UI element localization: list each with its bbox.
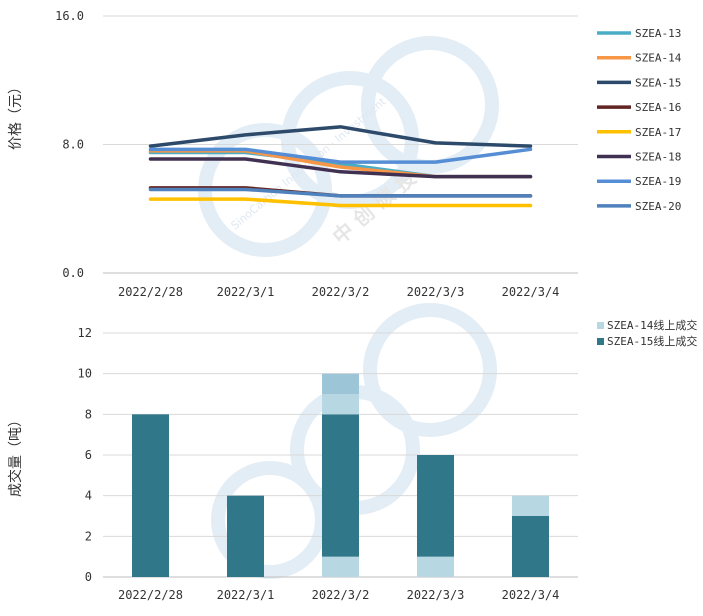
- price-line-chart: 16.0 8.0 0.0 2022/2/28 2022/3/1 2022/3/2 2022/…: [8, 9, 682, 299]
- legend-swatch-szea-14-online: [597, 322, 604, 329]
- volume-y-axis-title: 成交量（吨）: [7, 413, 24, 497]
- volume-y-tick-label: 8: [85, 407, 92, 421]
- bar-segment-szea-14: [322, 394, 359, 415]
- price-x-tick-label: 2022/3/3: [407, 285, 465, 299]
- volume-y-tick-label: 2: [85, 529, 92, 543]
- bar-segment-szea-14: [322, 556, 359, 577]
- series-line-szea-15: [148, 125, 533, 148]
- bar-segment-szea-15: [417, 455, 454, 557]
- volume-y-tick-label: 12: [78, 326, 92, 340]
- series-line-szea-18: [148, 157, 533, 179]
- price-x-tick-label: 2022/3/2: [312, 285, 370, 299]
- watermark-ring-right-top: [361, 36, 499, 174]
- legend-label-szea-16: SZEA-16: [635, 101, 681, 114]
- volume-bar-chart: 12 10 8 6 4 2 0 2022/2/28 2022/3/1 2022/3/2 2022/3…: [7, 318, 697, 602]
- price-x-tick-label: 2022/3/4: [502, 285, 560, 299]
- volume-y-tick-label: 4: [85, 489, 92, 503]
- volume-y-tick-label: 10: [78, 367, 92, 381]
- price-y-tick-label: 16.0: [55, 9, 84, 23]
- bar-segment-szea-14: [512, 495, 549, 516]
- volume-y-tick-label: 0: [85, 570, 92, 584]
- bar-segment-szea-15: [512, 516, 549, 577]
- legend-label-szea-14: SZEA-14: [635, 52, 682, 65]
- legend-label-szea-14-online: SZEA-14线上成交: [607, 318, 697, 332]
- legend-label-szea-20: SZEA-20: [635, 200, 681, 213]
- legend-label-szea-15: SZEA-15: [635, 76, 681, 89]
- price-y-axis-title: 价格（元）: [8, 80, 24, 150]
- series-line-szea-17: [148, 197, 533, 208]
- watermark-ring-right-bottom: [363, 303, 497, 437]
- legend-swatch-szea-15-online: [597, 338, 604, 345]
- price-y-tick-label: 0.0: [62, 266, 84, 280]
- bar-segment-szea-15: [322, 414, 359, 557]
- bar-segment-szea-14: [417, 556, 454, 577]
- series-line-szea-19: [148, 147, 533, 164]
- bar-segment-szea-15: [132, 414, 169, 577]
- legend-label-szea-15-online: SZEA-15线上成交: [607, 334, 697, 348]
- volume-x-tick-label: 2022/3/3: [407, 588, 465, 602]
- volume-x-tick-label: 2022/2/28: [118, 588, 183, 602]
- volume-x-tick-label: 2022/3/1: [217, 588, 275, 602]
- price-y-tick-label: 8.0: [62, 138, 84, 152]
- bar-segment-szea-15: [227, 495, 264, 577]
- volume-y-tick-label: 6: [85, 448, 92, 462]
- series-line-szea-20: [148, 187, 533, 198]
- legend-label-szea-19: SZEA-19: [635, 175, 681, 188]
- legend-label-szea-13: SZEA-13: [635, 27, 681, 40]
- price-x-tick-label: 2022/3/1: [217, 285, 275, 299]
- price-x-tick-label: 2022/2/28: [118, 285, 183, 299]
- bar-segment-szea-14: [322, 373, 359, 394]
- legend-label-szea-17: SZEA-17: [635, 126, 681, 139]
- volume-x-tick-label: 2022/3/2: [312, 588, 370, 602]
- legend-label-szea-18: SZEA-18: [635, 151, 681, 164]
- volume-x-tick-label: 2022/3/4: [502, 588, 560, 602]
